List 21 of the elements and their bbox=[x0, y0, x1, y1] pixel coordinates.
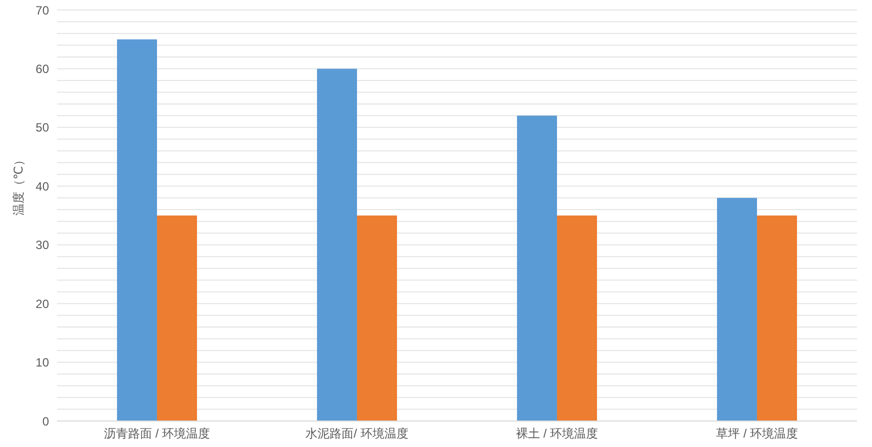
x-tick-label: 草坪 / 环境温度 bbox=[716, 426, 798, 441]
y-axis-title: 温度（℃） bbox=[11, 154, 26, 216]
y-tick-label: 10 bbox=[36, 356, 50, 370]
y-tick-label: 60 bbox=[36, 62, 50, 76]
bar bbox=[717, 198, 757, 421]
bar bbox=[357, 216, 397, 421]
x-tick-label: 水泥路面/ 环境温度 bbox=[306, 426, 408, 441]
bar bbox=[317, 68, 357, 421]
bar bbox=[517, 116, 557, 421]
bar bbox=[557, 216, 597, 421]
y-tick-label: 30 bbox=[36, 238, 50, 252]
y-tick-label: 70 bbox=[36, 3, 50, 18]
bar bbox=[117, 39, 157, 421]
y-tick-label: 50 bbox=[36, 120, 50, 135]
x-tick-label: 沥青路面 / 环境温度 bbox=[104, 426, 210, 441]
y-tick-label: 40 bbox=[36, 179, 50, 194]
x-tick-label: 裸土 / 环境温度 bbox=[516, 426, 598, 441]
y-tick-label: 0 bbox=[42, 414, 50, 428]
y-tick-label: 20 bbox=[36, 296, 50, 311]
bar bbox=[757, 216, 797, 421]
bar bbox=[157, 216, 197, 421]
